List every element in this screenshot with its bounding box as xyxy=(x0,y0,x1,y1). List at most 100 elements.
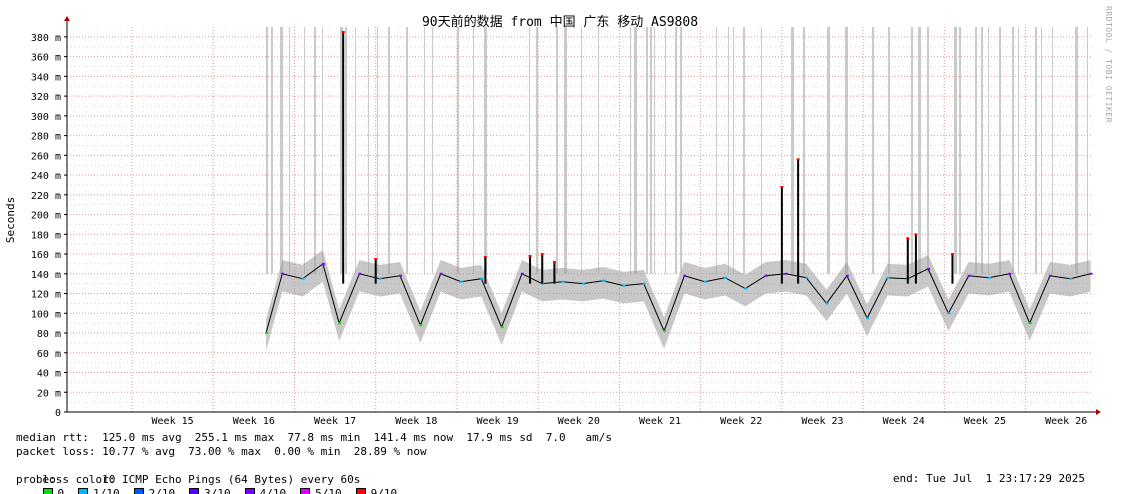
median-rtt-line: median rtt: 125.0 ms avg 255.1 ms max 77… xyxy=(16,431,613,444)
y-tick-label: 320 m xyxy=(31,92,61,103)
x-tick-label: Week 18 xyxy=(395,416,437,427)
loss-color-swatch xyxy=(189,488,200,494)
loss-smoke-band xyxy=(457,27,460,274)
median-rtt-point xyxy=(419,324,423,327)
loss-smoke-band xyxy=(377,27,379,274)
y-tick-label: 20 m xyxy=(37,388,61,399)
x-tick-label: Week 26 xyxy=(1045,416,1087,427)
x-tick-label: Week 22 xyxy=(720,416,762,427)
median-rtt-point xyxy=(947,312,951,315)
x-tick-label: Week 21 xyxy=(639,416,681,427)
x-tick-label: Week 17 xyxy=(314,416,356,427)
loss-smoke-band xyxy=(888,27,891,274)
loss-smoke-band xyxy=(675,27,678,274)
loss-smoke-band xyxy=(1012,27,1015,274)
loss-color-item-label: 1/10 xyxy=(93,487,120,494)
y-axis-label: Seconds xyxy=(4,197,17,243)
y-tick-label: 120 m xyxy=(31,290,61,301)
loss-color-item: 2/10 xyxy=(133,487,175,494)
median-rtt-point xyxy=(378,277,382,280)
loss-smoke-band xyxy=(716,27,718,274)
loss-smoke-band xyxy=(1018,27,1020,274)
loss-smoke-band xyxy=(314,27,317,274)
median-rtt-point xyxy=(1089,272,1093,275)
median-rtt-point xyxy=(1069,277,1073,280)
loss-color-item: 1/10 xyxy=(78,487,120,494)
loss-smoke-band xyxy=(728,27,730,274)
median-rtt-point xyxy=(281,272,285,275)
x-tick-label: Week 19 xyxy=(476,416,518,427)
loss-smoke-band xyxy=(529,27,531,274)
loss-color-item-label: 9/10 xyxy=(370,487,398,494)
y-tick-label: 160 m xyxy=(31,250,61,261)
median-rtt-point xyxy=(744,287,748,290)
loss-smoke-band xyxy=(845,27,849,274)
x-tick-label: Week 20 xyxy=(558,416,600,427)
rtt-spike-cap xyxy=(540,253,544,256)
loss-smoke-band xyxy=(927,27,930,274)
y-tick-label: 200 m xyxy=(31,211,61,222)
median-rtt-point xyxy=(1008,272,1012,275)
loss-color-item: 3/10 xyxy=(189,487,231,494)
loss-smoke-band xyxy=(665,27,667,274)
loss-smoke-band xyxy=(959,27,962,274)
median-rtt-point xyxy=(520,272,524,275)
loss-smoke-band xyxy=(654,27,656,274)
median-rtt-point xyxy=(581,282,585,285)
median-rtt-point xyxy=(866,317,870,320)
median-rtt-point xyxy=(358,272,362,275)
median-rtt-point xyxy=(967,274,971,277)
loss-smoke-band xyxy=(581,27,583,274)
rtt-spike-cap xyxy=(914,233,918,236)
loss-color-swatch xyxy=(78,488,89,494)
median-rtt-point xyxy=(724,276,728,279)
loss-smoke-band xyxy=(827,27,831,274)
loss-smoke-band xyxy=(424,27,426,274)
loss-color-item-label: 4/10 xyxy=(259,487,287,494)
median-rtt-point xyxy=(561,280,565,283)
rtt-spike-cap xyxy=(780,185,784,188)
x-tick-label: Week 15 xyxy=(152,416,194,427)
loss-smoke-band xyxy=(289,27,291,274)
loss-smoke-band xyxy=(280,27,284,274)
loss-smoke-band xyxy=(981,27,984,274)
y-tick-label: 340 m xyxy=(31,72,61,83)
loss-smoke-band xyxy=(680,27,683,274)
rtt-spike-cap xyxy=(528,255,532,258)
loss-color-item: 0 xyxy=(42,487,64,494)
loss-smoke-band xyxy=(564,27,568,274)
median-rtt-point xyxy=(301,277,305,280)
loss-smoke-band xyxy=(988,27,990,274)
median-rtt-point xyxy=(683,274,687,277)
median-rtt-point xyxy=(988,276,992,279)
loss-smoke-band xyxy=(1052,27,1054,274)
y-axis-arrow xyxy=(64,16,70,21)
median-rtt-point xyxy=(1028,322,1032,325)
loss-smoke-band xyxy=(368,27,370,274)
latency-chart: 90天前的数据 from 中国 广东 移动 AS9808 0 20 m 40 m 60 … xyxy=(4,14,1101,427)
loss-color-item-label: 3/10 xyxy=(204,487,231,494)
loss-smoke-band xyxy=(406,27,409,274)
median-rtt-point xyxy=(764,274,768,277)
loss-smoke-band xyxy=(918,27,922,274)
loss-smoke-band xyxy=(803,27,806,274)
x-tick-label: Week 16 xyxy=(233,416,275,427)
loss-smoke-band xyxy=(634,27,638,274)
median-rtt-point xyxy=(663,330,667,333)
loss-smoke-band xyxy=(432,27,434,274)
y-tick-label: 260 m xyxy=(31,151,61,162)
y-tick-label: 180 m xyxy=(31,230,61,241)
median-rtt-point xyxy=(845,274,849,277)
end-time: end: Tue Jul 1 23:17:29 2025 xyxy=(892,472,1085,485)
rtt-spike-cap xyxy=(906,237,910,240)
y-tick-label: 360 m xyxy=(31,53,61,64)
rtt-spike-cap xyxy=(796,158,800,161)
probe-line: probe: 10 ICMP Echo Pings (64 Bytes) eve… xyxy=(16,473,361,486)
loss-smoke-band xyxy=(733,27,735,274)
loss-smoke-band xyxy=(536,27,539,274)
median-rtt-point xyxy=(784,272,788,275)
y-tick-label: 40 m xyxy=(37,369,61,380)
loss-smoke-band xyxy=(791,27,795,274)
rtt-smoke-envelope xyxy=(266,250,1091,351)
